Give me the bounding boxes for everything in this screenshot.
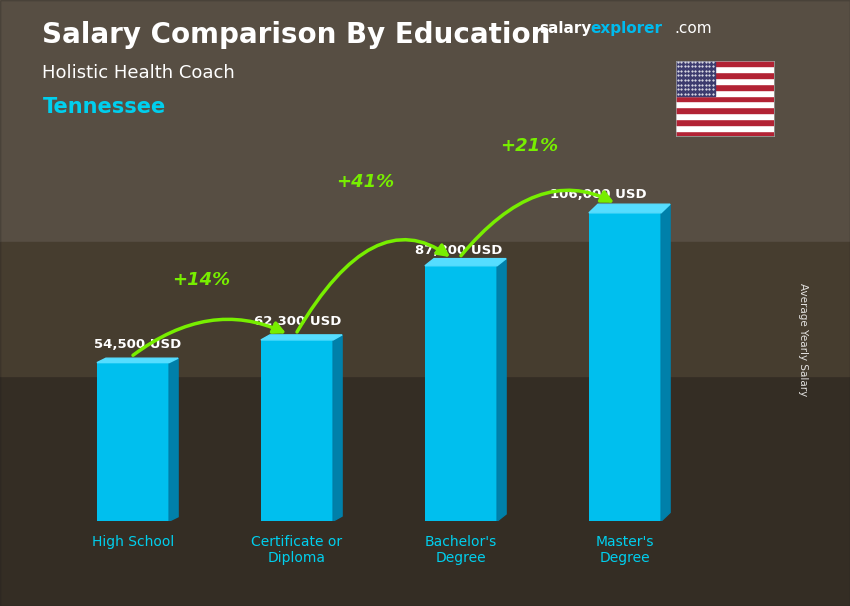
Polygon shape (425, 259, 506, 266)
Bar (676, 101, 774, 107)
Polygon shape (661, 204, 670, 521)
Text: Average Yearly Salary: Average Yearly Salary (798, 283, 808, 396)
Text: 106,000 USD: 106,000 USD (551, 188, 647, 201)
Bar (676, 119, 774, 125)
Text: Tennessee: Tennessee (42, 97, 166, 117)
Text: salary: salary (540, 21, 592, 36)
Bar (676, 67, 774, 72)
Text: explorer: explorer (591, 21, 663, 36)
Bar (676, 78, 774, 84)
Polygon shape (169, 358, 178, 521)
Bar (676, 72, 774, 78)
Bar (425, 266, 497, 521)
Bar (676, 130, 774, 136)
Bar (676, 107, 774, 113)
Bar (589, 213, 661, 521)
FancyArrowPatch shape (133, 319, 283, 355)
Text: Holistic Health Coach: Holistic Health Coach (42, 64, 235, 82)
Bar (0, 242, 850, 376)
Polygon shape (261, 335, 342, 340)
Bar (97, 362, 169, 521)
Text: +14%: +14% (173, 271, 230, 290)
Bar (676, 113, 774, 119)
Polygon shape (589, 204, 670, 213)
Bar (676, 96, 774, 101)
Polygon shape (97, 358, 178, 362)
Text: 87,800 USD: 87,800 USD (415, 244, 502, 257)
Bar (676, 84, 774, 90)
Bar (676, 61, 715, 96)
Bar (261, 340, 333, 521)
Text: 54,500 USD: 54,500 USD (94, 338, 181, 351)
FancyArrowPatch shape (297, 239, 447, 332)
Bar (0, 364, 850, 606)
Bar (676, 90, 774, 96)
FancyArrowPatch shape (461, 190, 610, 256)
Bar (676, 61, 774, 67)
Text: Salary Comparison By Education: Salary Comparison By Education (42, 21, 551, 49)
Polygon shape (333, 335, 342, 521)
Bar (676, 125, 774, 130)
Text: +41%: +41% (337, 173, 394, 190)
Text: +21%: +21% (501, 137, 558, 155)
Text: 62,300 USD: 62,300 USD (254, 315, 342, 328)
Text: .com: .com (674, 21, 711, 36)
Bar (0, 0, 850, 273)
Polygon shape (497, 259, 506, 521)
